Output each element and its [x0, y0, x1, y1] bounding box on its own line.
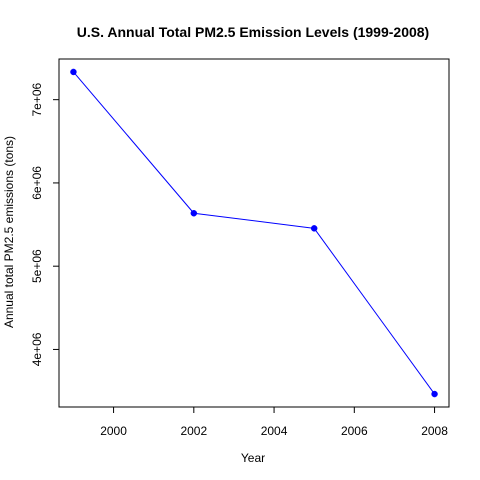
y-tick-label: 7e+06	[30, 82, 44, 116]
x-axis: 2000 2002 2004 2006 2008	[100, 407, 448, 438]
chart-title: U.S. Annual Total PM2.5 Emission Levels …	[77, 24, 429, 40]
plot-area-frame	[58, 58, 450, 408]
x-axis-label: Year	[241, 451, 265, 465]
data-point	[190, 210, 198, 217]
y-axis: 4e+06 5e+06 6e+06 7e+06	[30, 82, 59, 366]
data-point	[431, 390, 438, 398]
series-line-segment	[73, 71, 195, 214]
x-tick-label: 2000	[100, 424, 127, 438]
y-tick-label: 6e+06	[30, 166, 44, 200]
x-tick-label: 2008	[421, 424, 448, 438]
y-axis-label: Annual total PM2.5 emissions (tons)	[2, 136, 16, 328]
data-series	[70, 68, 438, 398]
x-tick-label: 2002	[180, 424, 207, 438]
x-tick-label: 2004	[261, 424, 288, 438]
series-line-segment	[313, 228, 435, 395]
y-tick-label: 5e+06	[30, 249, 44, 283]
y-tick-label: 4e+06	[30, 332, 44, 366]
x-tick-label: 2006	[341, 424, 368, 438]
data-point	[70, 68, 77, 76]
data-point	[310, 225, 318, 232]
series-line-segment	[193, 212, 315, 229]
